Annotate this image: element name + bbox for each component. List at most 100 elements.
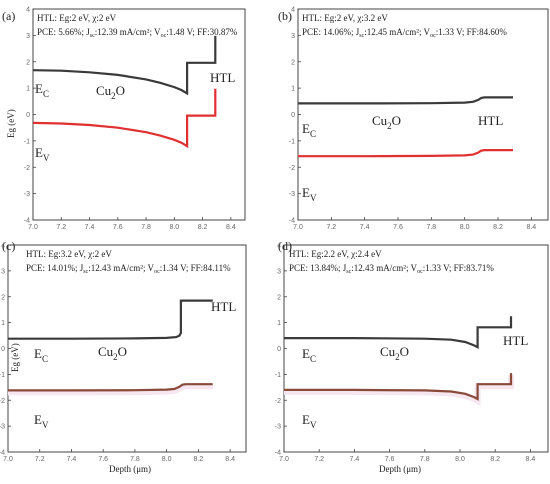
panel-a-ec-line (32, 35, 217, 96)
panel-c-ytick-label-3: -1 (0, 372, 5, 379)
panel-a-xtick-label-7: 8.4 (226, 224, 236, 231)
panel-a-xtick-label-3: 7.6 (113, 224, 123, 231)
panel-d-ec-line (284, 316, 513, 350)
panel-b-ytick-label-5: 1 (291, 86, 295, 93)
panel-b-xtick-label-7: 8.4 (526, 224, 536, 231)
panel-d-xtick-label-2: 7.4 (350, 456, 360, 463)
panel-c-xtick-label-2: 7.4 (67, 456, 77, 463)
panel-b-ec-line (298, 96, 513, 105)
panel-c-info-line1: HTL: Eg:3.2 eV, χ:2 eV (26, 249, 112, 259)
panel-d-ytick-label-8: 4 (277, 243, 281, 250)
panel-a-ylabel: Eg (eV) (6, 109, 16, 138)
panel-b-ytick-label-3: -1 (289, 138, 295, 145)
panel-a-xtick-label-5: 8.0 (169, 224, 179, 231)
panel-c: (c) Eg (eV) HTL: Eg:3.2 eV, χ:2 eV PCE: … (0, 239, 247, 463)
panel-d-ytick-label-2: -2 (275, 398, 281, 405)
panel-d-xtick-label-0: 7.0 (279, 456, 289, 463)
panel-c-ytick-label-2: -2 (0, 398, 5, 405)
panel-b-ytick-label-1: -3 (289, 191, 295, 198)
x-axis-title-right: Depth (μm) (379, 464, 421, 474)
panel-c-ytick-label-5: 1 (1, 320, 5, 327)
panel-a-xtick-label-2: 7.4 (85, 224, 95, 231)
panel-d-xtick-label-4: 7.8 (420, 456, 430, 463)
panel-b-xtick-label-0: 7.0 (293, 224, 303, 231)
panel-a-ytick-label-1: -3 (24, 191, 30, 198)
panel-c-xtick-label-4: 7.8 (130, 456, 140, 463)
panel-a-ytick-label-6: 2 (26, 59, 30, 66)
panel-c-ytick-label-6: 2 (1, 294, 5, 301)
panel-b-ev-label: EV (302, 185, 317, 203)
panel-c-ec-line (8, 299, 213, 340)
panel-b-cu2o-label: Cu2O (372, 113, 401, 131)
panel-c-ytick-label-0: -4 (0, 450, 5, 457)
panel-d-cu2o-label: Cu2O (380, 344, 409, 362)
panel-a-ytick-label-8: 4 (26, 7, 30, 14)
panel-c-cu2o-label: Cu2O (98, 344, 127, 362)
panel-a-ev-line (32, 88, 217, 149)
panel-c-ytick-label-1: -3 (0, 424, 5, 431)
panel-c-ylabel: Eg (eV) (10, 343, 20, 372)
panel-d-info-line2: PCE: 13.84%; Jsc:12.43 mA/cm²; Voc:1.33 … (289, 263, 494, 275)
panel-c-xtick-label-1: 7.2 (35, 456, 45, 463)
panel-a-cu2o-label: Cu2O (96, 83, 125, 101)
panel-c-ytick-label-8: 4 (1, 243, 5, 250)
panel-c-ec-label: EC (34, 346, 48, 364)
panel-a-ytick-label-0: -4 (24, 218, 30, 225)
panel-a-label: (a) (2, 9, 15, 23)
panel-d-ytick-label-6: 2 (277, 294, 281, 301)
panel-c-ev-label: EV (34, 412, 49, 430)
panel-d-xtick-label-7: 8.4 (526, 456, 536, 463)
panel-a-ytick-label-5: 1 (26, 86, 30, 93)
panel-a-xtick-label-6: 8.2 (198, 224, 208, 231)
panel-d-xtick-label-6: 8.2 (490, 456, 500, 463)
panel-b-ytick-label-2: -2 (289, 165, 295, 172)
panel-c-ytick-label-7: 3 (1, 268, 5, 275)
panel-d-info-line1: HTL: Eg:2.2 eV, χ:2.4 eV (289, 249, 382, 259)
panel-a-xtick-label-0: 7.0 (28, 224, 38, 231)
panel-b-info-line2: PCE: 14.06%; Jsc:12.45 mA/cm²; Voc:1.33 … (302, 27, 507, 39)
panel-d-ev-label: EV (302, 412, 317, 430)
panel-a-ev-label: EV (35, 145, 50, 163)
panel-d-ytick-label-5: 1 (277, 320, 281, 327)
panel-b-ec-label: EC (302, 121, 316, 139)
panel-c-ev-line (8, 383, 213, 392)
panel-c-xtick-label-5: 8.0 (162, 456, 172, 463)
panel-a-info-line1: HTL: Eg:2 eV, χ:2 eV (37, 13, 117, 23)
panel-c-htl-label: HTL (211, 299, 236, 314)
panel-d-ytick-label-4: 0 (277, 346, 281, 353)
panel-c-xtick-label-0: 7.0 (3, 456, 13, 463)
panel-b-info-line1: HTL: Eg:2 eV, χ:3.2 eV (302, 13, 388, 23)
panel-d-ytick-label-7: 3 (277, 268, 281, 275)
panel-b: (b) HTL: Eg:2 eV, χ:3.2 eV PCE: 14.06%; … (278, 7, 549, 231)
panel-d-ytick-label-0: -4 (275, 450, 281, 457)
panel-d-xtick-label-1: 7.2 (314, 456, 324, 463)
panel-b-xtick-label-6: 8.2 (493, 224, 503, 231)
panel-c-ev-highlight (8, 383, 213, 396)
panel-b-xtick-label-3: 7.6 (393, 224, 403, 231)
panel-a-xtick-label-1: 7.2 (56, 224, 66, 231)
panel-b-ev-line (298, 149, 513, 158)
panel-b-ytick-label-4: 0 (291, 112, 295, 119)
panel-d-ev-line (284, 373, 513, 401)
panel-c-label: (c) (2, 239, 15, 253)
panel-b-htl-label: HTL (478, 113, 503, 128)
panel-b-xtick-label-1: 7.2 (326, 224, 336, 231)
panel-c-xtick-label-3: 7.6 (98, 456, 108, 463)
panel-d: (d) HTL: Eg:2.2 eV, χ:2.4 eV PCE: 13.84%… (275, 239, 549, 463)
panel-d-xtick-label-3: 7.6 (385, 456, 395, 463)
panel-a-ec-label: EC (35, 81, 49, 99)
panel-a-ytick-label-4: 0 (26, 112, 30, 119)
panel-a: (a) Eg (eV) HTL: Eg:2 eV, χ:2 eV PCE: 5.… (2, 7, 246, 231)
panel-b-xtick-label-2: 7.4 (360, 224, 370, 231)
panel-b-label: (b) (278, 9, 292, 23)
panel-b-frame (297, 8, 549, 221)
panel-d-label: (d) (278, 239, 292, 253)
panel-b-ytick-label-6: 2 (291, 59, 295, 66)
panel-d-ev-highlight (284, 375, 514, 407)
panel-a-xtick-label-4: 7.8 (141, 224, 151, 231)
panel-a-info-line2: PCE: 5.66%; Jsc:12.39 mA/cm²; Voc:1.48 V… (37, 27, 238, 39)
panel-a-ytick-label-7: 3 (26, 33, 30, 40)
panel-b-xtick-label-5: 8.0 (460, 224, 470, 231)
panel-b-ytick-label-0: -4 (289, 218, 295, 225)
